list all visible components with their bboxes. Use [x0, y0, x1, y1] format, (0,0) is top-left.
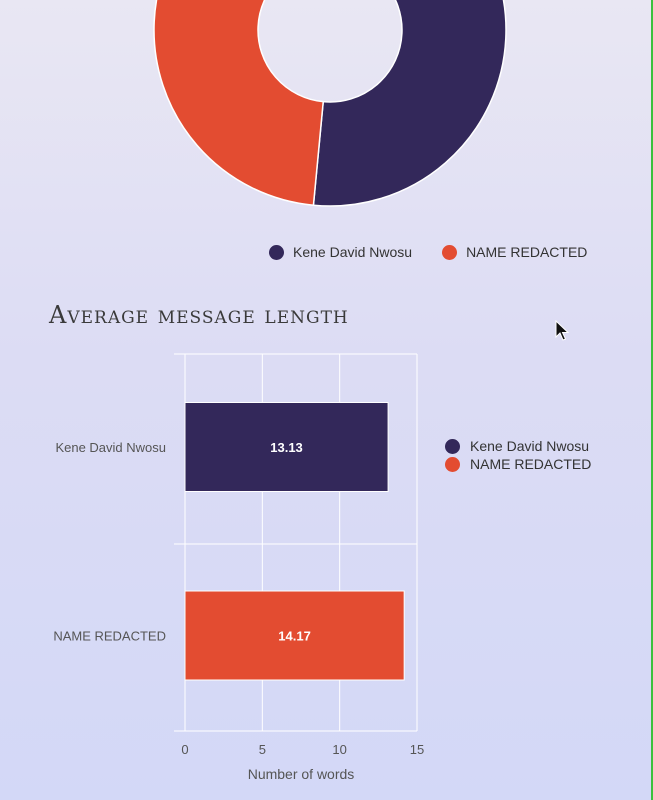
bar-2[interactable]	[184, 590, 405, 681]
bar-legend-label-kene: Kene David Nwosu	[470, 438, 590, 454]
legend-dot-kene-icon	[445, 438, 460, 454]
x-axis-title: Number of words	[248, 766, 355, 782]
legend-dot-redacted-icon	[445, 456, 460, 472]
x-tick-label: 0	[181, 742, 188, 757]
section-title: Average message length	[49, 301, 349, 329]
x-tick-label: 5	[259, 742, 266, 757]
donut-slice-2[interactable]	[153, 0, 330, 207]
bar-legend-label-redacted: NAME REDACTED	[470, 456, 592, 472]
window-right-edge	[651, 0, 653, 800]
bar-chart-legend: Kene David Nwosu NAME REDACTED	[445, 437, 591, 473]
y-category-label: NAME REDACTED	[53, 629, 166, 644]
donut-chart	[153, 0, 507, 207]
x-tick-label: 15	[410, 742, 424, 757]
donut-slice-1[interactable]	[312, 0, 507, 207]
bar-value-label: 14.17	[278, 629, 311, 644]
x-tick-label: 10	[332, 742, 346, 757]
y-category-label: Kene David Nwosu	[55, 440, 166, 455]
bar-legend-item-kene[interactable]: Kene David Nwosu	[445, 437, 589, 455]
bar-value-label: 13.13	[270, 440, 303, 455]
donut-legend: Kene David Nwosu NAME REDACTED	[269, 244, 587, 260]
donut-legend-label-kene: Kene David Nwosu	[293, 244, 413, 260]
mouse-pointer-icon	[555, 320, 569, 341]
legend-dot-redacted-icon	[442, 244, 458, 260]
legend-dot-kene-icon	[269, 244, 284, 260]
donut-legend-label-redacted: NAME REDACTED	[466, 244, 588, 260]
bar-legend-item-redacted[interactable]: NAME REDACTED	[445, 455, 591, 473]
bar-1[interactable]	[184, 402, 389, 492]
donut-legend-item-kene[interactable]: Kene David Nwosu	[269, 244, 412, 260]
donut-legend-item-redacted[interactable]: NAME REDACTED	[442, 244, 587, 260]
